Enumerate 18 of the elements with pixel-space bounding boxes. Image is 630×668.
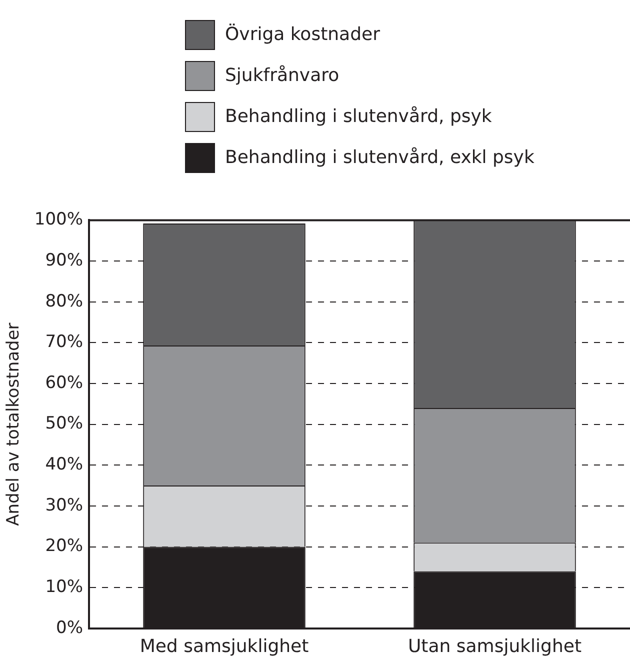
y-tick-label: 10%: [45, 577, 83, 597]
y-tick-label: 40%: [45, 454, 83, 475]
y-tick-label: 50%: [45, 414, 83, 434]
y-tick-label: 60%: [45, 372, 83, 393]
legend-label: Övriga kostnader: [225, 24, 380, 45]
y-tick-label: 20%: [45, 536, 83, 556]
y-tick-label: 30%: [45, 495, 83, 516]
y-tick-label: 70%: [45, 332, 83, 352]
y-tick-label: 0%: [56, 618, 83, 638]
legend-label: Sjukfrånvaro: [225, 65, 340, 86]
x-tick-label: Utan samsjuklighet: [408, 636, 582, 657]
y-tick-label: 80%: [45, 291, 83, 312]
legend-label: Behandling i slutenvård, exkl psyk: [225, 147, 534, 168]
y-axis-title: Andel av totalkostnader: [4, 322, 24, 526]
y-tick-label: 90%: [45, 250, 83, 270]
x-tick-label: Med samsjuklighet: [140, 636, 309, 657]
y-tick-label: 100%: [34, 210, 83, 230]
legend-label: Behandling i slutenvård, psyk: [225, 106, 492, 127]
